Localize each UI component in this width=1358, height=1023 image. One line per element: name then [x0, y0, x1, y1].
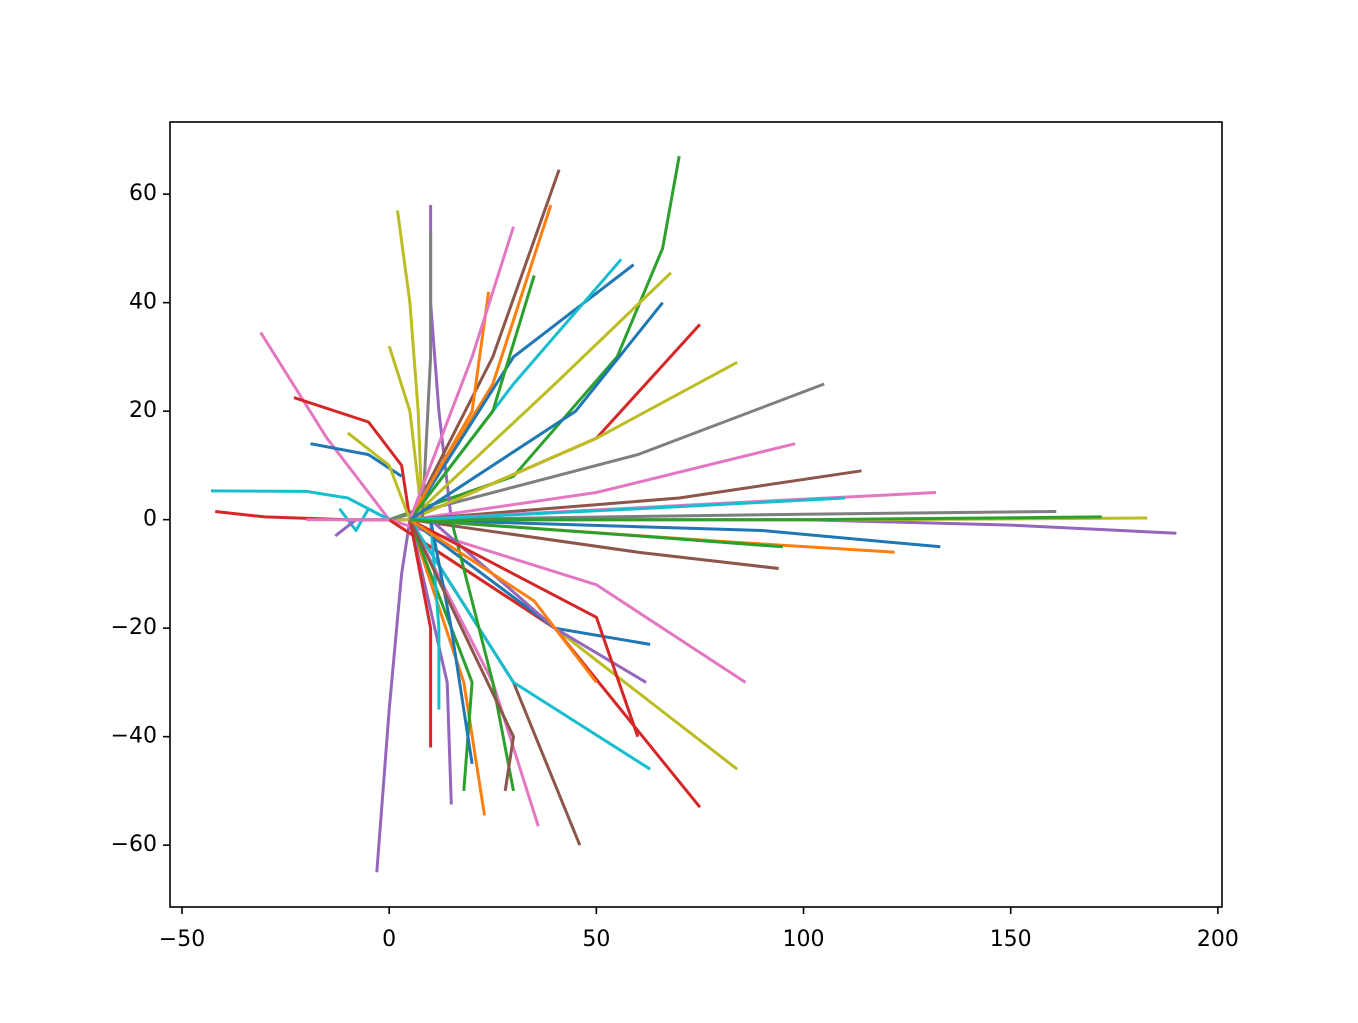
trajectory-line — [409, 301, 664, 521]
y-tick-label: 60 — [129, 181, 157, 206]
trajectory-line — [408, 263, 635, 521]
y-tick-label: −60 — [111, 832, 157, 857]
x-tick-label: 0 — [382, 927, 396, 952]
y-tick-label: −40 — [111, 724, 157, 749]
trajectory-line — [388, 382, 825, 522]
trajectory-line — [409, 360, 738, 522]
trajectory-line — [408, 519, 453, 805]
trajectory-line — [408, 275, 536, 521]
trajectory-line — [293, 396, 412, 520]
x-tick-label: 150 — [990, 927, 1032, 952]
trajectory-line — [387, 345, 424, 520]
trajectory-line — [396, 210, 424, 520]
trajectory-line — [408, 291, 491, 521]
trajectory-line — [408, 518, 652, 771]
y-tick-label: 0 — [143, 507, 157, 532]
axes-frame — [169, 121, 1223, 908]
y-tick-label: 20 — [129, 398, 157, 423]
x-tick-label: 50 — [582, 927, 610, 952]
trajectory-line — [409, 469, 862, 522]
trajectory-line — [259, 331, 391, 521]
trajectory-line — [409, 518, 783, 549]
trajectory-line — [429, 519, 441, 710]
trajectory-line — [420, 232, 433, 520]
y-tick-label: −20 — [111, 615, 157, 640]
trajectory-line — [375, 519, 412, 873]
trajectory-line — [408, 271, 672, 521]
y-tick-label: 40 — [129, 290, 157, 315]
trajectory-line — [408, 226, 515, 521]
trajectory-line — [408, 519, 433, 748]
trajectory-line — [388, 155, 681, 522]
x-tick-label: −50 — [159, 927, 205, 952]
plot-area — [210, 155, 1177, 873]
x-tick-label: 200 — [1197, 927, 1239, 952]
trajectory-line — [409, 496, 846, 522]
x-tick-label: 100 — [783, 927, 825, 952]
trajectory-line — [346, 431, 412, 521]
trajectory-line — [409, 518, 640, 738]
trajectory-line — [408, 169, 561, 521]
trajectory-line — [429, 519, 474, 765]
trajectory-line — [449, 519, 515, 792]
trajectory-line — [409, 442, 796, 522]
trajectory-line — [409, 515, 1102, 522]
trajectory-line — [408, 519, 474, 792]
trajectory-line — [409, 510, 1057, 522]
trajectory-line — [409, 518, 779, 570]
trajectory-line — [409, 518, 598, 684]
trajectory-line — [408, 519, 515, 792]
trajectory-line — [408, 519, 486, 816]
trajectory-line — [409, 518, 941, 549]
